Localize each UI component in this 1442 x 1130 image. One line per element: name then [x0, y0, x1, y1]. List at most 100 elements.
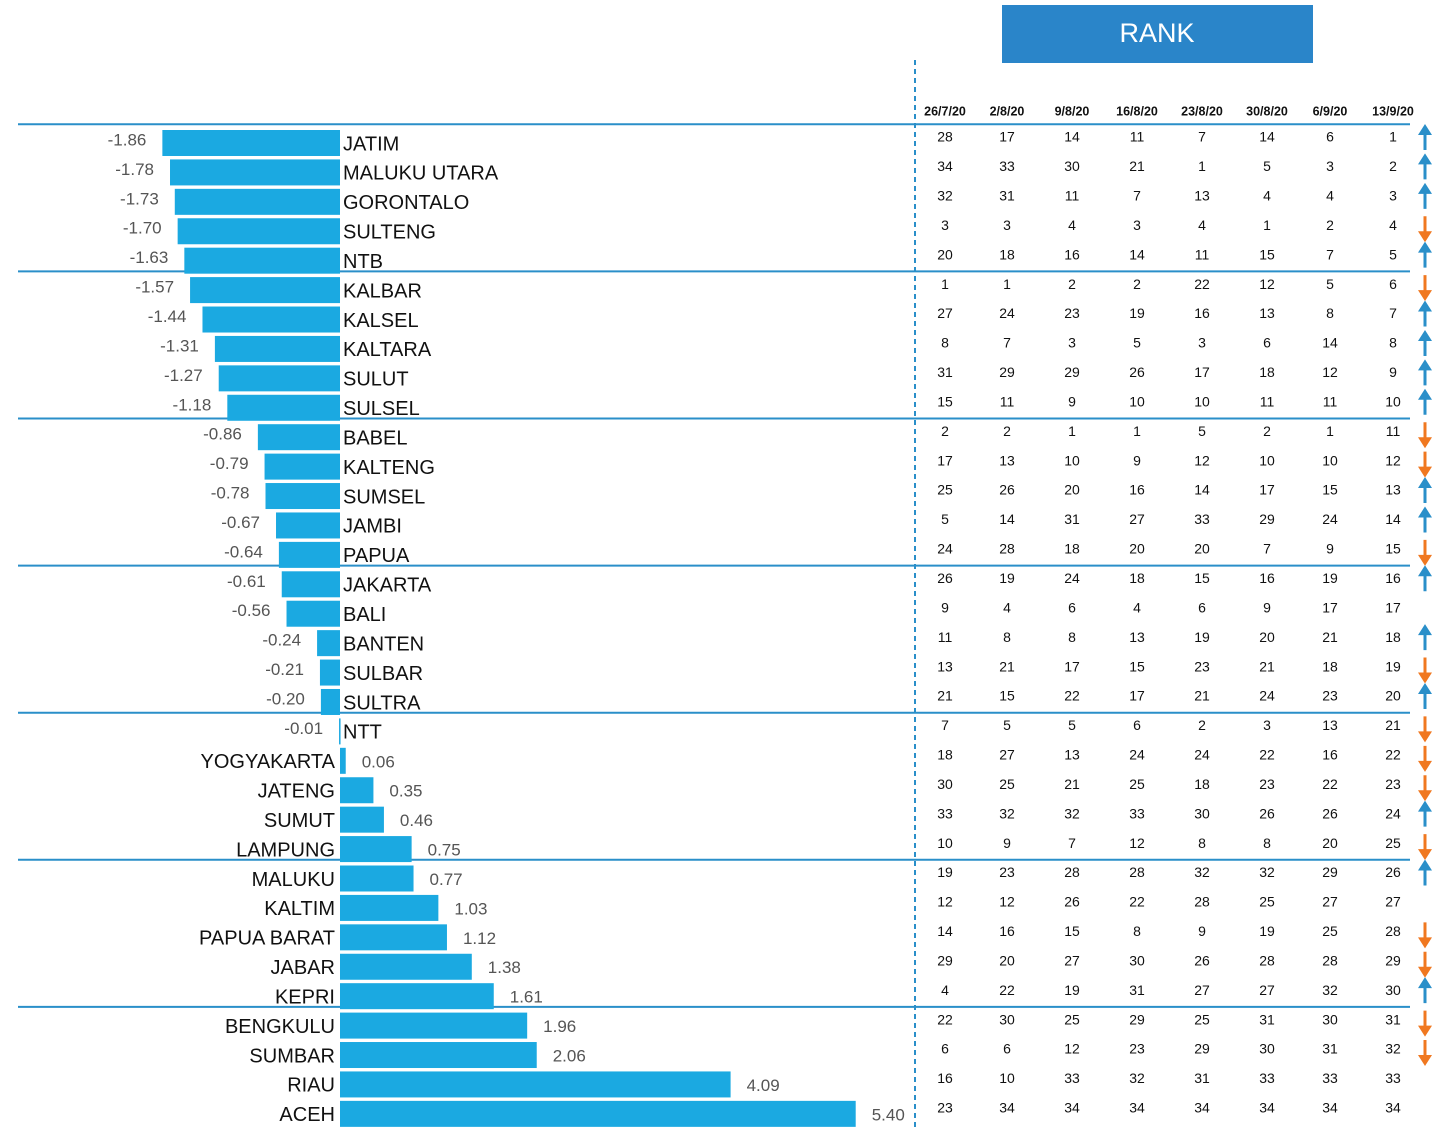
rank-cell: 32 — [1259, 864, 1275, 880]
rank-cell: 8 — [1068, 629, 1076, 645]
rank-cell: 1 — [941, 276, 949, 292]
rank-cell: 11 — [1000, 393, 1015, 409]
category-label: JATIM — [343, 133, 399, 155]
rank-cell: 18 — [1194, 776, 1210, 792]
value-label: -0.86 — [203, 425, 242, 444]
rank-cell: 24 — [937, 541, 953, 557]
bar — [265, 483, 340, 510]
trend-arrow-up — [1418, 182, 1432, 209]
trend-arrow-up — [1418, 859, 1432, 886]
rank-cell: 34 — [1259, 1100, 1275, 1116]
rank-cell: 31 — [937, 364, 953, 380]
rank-cell: 14 — [1385, 511, 1401, 527]
rank-cell: 23 — [1129, 1041, 1145, 1057]
trend-arrow-up — [1418, 682, 1432, 709]
column-header: 26/7/20 — [924, 104, 966, 118]
rank-cell: 4 — [1068, 217, 1076, 233]
rank-cell: 29 — [1322, 864, 1338, 880]
bar — [190, 277, 340, 304]
rank-cell: 24 — [1259, 688, 1275, 704]
column-header: 23/8/20 — [1181, 104, 1223, 118]
rank-cell: 19 — [1385, 658, 1401, 674]
rank-cell: 6 — [941, 1041, 949, 1057]
rank-cell: 14 — [1322, 335, 1338, 351]
rank-cell: 17 — [1322, 599, 1338, 615]
rank-cell: 1 — [1068, 423, 1076, 439]
category-label: KALBAR — [343, 280, 422, 302]
rank-cell: 23 — [1259, 776, 1275, 792]
rank-cell: 13 — [1064, 747, 1080, 763]
rank-cell: 13 — [999, 452, 1015, 468]
trend-arrow-down — [1418, 275, 1432, 302]
rank-cell: 7 — [1133, 188, 1141, 204]
rank-cell: 25 — [1129, 776, 1145, 792]
rank-cell: 30 — [1194, 805, 1210, 821]
rank-cell: 5 — [1003, 717, 1011, 733]
value-label: 4.09 — [747, 1076, 780, 1095]
rank-cell: 19 — [1129, 305, 1145, 321]
rank-cell: 32 — [1322, 982, 1338, 998]
bar — [340, 924, 447, 951]
category-label: GORONTALO — [343, 192, 469, 214]
rank-cell: 14 — [1064, 129, 1080, 145]
value-label: -0.01 — [284, 719, 323, 738]
trend-arrow-down — [1418, 922, 1432, 949]
trend-arrow-down — [1418, 451, 1432, 478]
category-label: SULUT — [343, 369, 409, 391]
rank-cell: 6 — [1003, 1041, 1011, 1057]
value-label: -1.57 — [135, 278, 174, 297]
value-label: -1.31 — [160, 336, 199, 355]
rank-cell: 17 — [1064, 658, 1080, 674]
rank-cell: 33 — [1259, 1070, 1275, 1086]
rank-cell: 34 — [1322, 1100, 1338, 1116]
value-label: -0.67 — [221, 513, 260, 532]
rank-cell: 15 — [1385, 541, 1401, 557]
rank-cell: 2 — [1068, 276, 1076, 292]
rank-cell: 30 — [1259, 1041, 1275, 1057]
rank-cell: 7 — [1263, 541, 1271, 557]
rank-cell: 33 — [937, 805, 953, 821]
value-label: -0.24 — [262, 631, 301, 650]
category-label: SULTRA — [343, 692, 421, 714]
trend-arrow-down — [1418, 1040, 1432, 1067]
rank-cell: 12 — [999, 894, 1015, 910]
category-label: BALI — [343, 604, 386, 626]
rank-cell: 18 — [1064, 541, 1080, 557]
category-label: SULSEL — [343, 398, 420, 420]
rank-cell: 4 — [941, 982, 949, 998]
rank-cell: 25 — [1194, 1011, 1210, 1027]
rank-cell: 22 — [937, 1011, 953, 1027]
rank-cell: 5 — [1326, 276, 1334, 292]
rank-cell: 24 — [999, 305, 1015, 321]
trend-arrow-up — [1418, 977, 1432, 1004]
rank-cell: 6 — [1389, 276, 1397, 292]
bar — [339, 718, 341, 745]
rank-cell: 31 — [1064, 511, 1080, 527]
value-label: -1.78 — [115, 160, 154, 179]
bar — [276, 512, 340, 539]
rank-cell: 14 — [1194, 482, 1210, 498]
rank-cell: 15 — [1322, 482, 1338, 498]
rank-cell: 10 — [1194, 393, 1210, 409]
rank-cell: 32 — [937, 188, 953, 204]
category-label: SUMBAR — [249, 1045, 335, 1067]
rank-cell: 16 — [1064, 246, 1080, 262]
trend-arrow-up — [1418, 388, 1432, 415]
rank-cell: 12 — [937, 894, 953, 910]
bar — [340, 1071, 731, 1098]
rank-cell: 3 — [941, 217, 949, 233]
rank-cell: 13 — [1385, 482, 1401, 498]
rank-cell: 2 — [941, 423, 949, 439]
rank-cell: 13 — [1194, 188, 1210, 204]
rank-cell: 33 — [1064, 1070, 1080, 1086]
rank-cell: 26 — [1259, 805, 1275, 821]
rank-cell: 34 — [1194, 1100, 1210, 1116]
trend-arrow-up — [1418, 241, 1432, 268]
rank-cell: 21 — [1385, 717, 1401, 733]
rank-cell: 14 — [937, 923, 953, 939]
value-label: -1.27 — [164, 366, 203, 385]
value-label: 0.46 — [400, 811, 433, 830]
bar — [340, 865, 414, 892]
rank-cell: 22 — [1385, 747, 1401, 763]
